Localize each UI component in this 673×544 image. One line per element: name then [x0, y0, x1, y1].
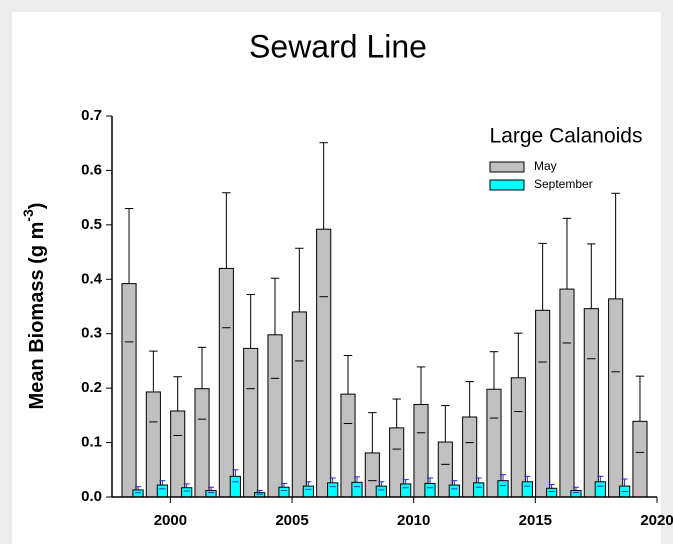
legend-swatch	[489, 161, 525, 173]
bar	[608, 298, 624, 498]
y-tick-label: 0.5	[81, 216, 102, 233]
bar	[535, 309, 551, 498]
bar	[156, 484, 168, 498]
bar	[170, 410, 186, 498]
y-tick-label: 0.6	[81, 161, 102, 178]
bar	[583, 308, 599, 498]
y-tick-label: 0.2	[81, 379, 102, 396]
bar	[267, 334, 283, 498]
bar	[473, 482, 485, 498]
bar	[448, 484, 460, 498]
x-tick-label: 2020	[640, 512, 673, 529]
y-axis-label-superscript: -3	[20, 209, 36, 222]
bar	[510, 377, 526, 498]
bar	[243, 347, 259, 498]
bar	[132, 489, 144, 498]
y-axis-label-text: Mean Biomass (g m	[26, 222, 48, 410]
bar	[559, 288, 575, 498]
bar	[594, 481, 606, 498]
y-tick-label: 0.3	[81, 325, 102, 342]
legend-label: May	[534, 159, 557, 173]
bar	[632, 420, 648, 498]
bar	[194, 388, 210, 498]
bar	[521, 481, 533, 498]
bar	[316, 228, 332, 498]
bar	[302, 485, 314, 498]
bar	[278, 486, 290, 498]
chart-title: Seward Line	[249, 28, 427, 64]
bar	[291, 311, 307, 498]
bar	[570, 489, 582, 498]
bar	[145, 391, 161, 498]
bar	[351, 481, 363, 498]
bar	[497, 480, 509, 498]
y-tick-label: 0.7	[81, 107, 102, 124]
x-tick-label: 2005	[275, 512, 308, 529]
x-tick-label: 2000	[154, 512, 187, 529]
bar	[424, 482, 436, 498]
bar	[400, 483, 412, 498]
y-tick-label: 0.0	[81, 488, 102, 505]
bar	[546, 487, 558, 498]
legend-label: September	[534, 177, 593, 191]
chart-panel	[12, 12, 661, 544]
y-axis-label-end: )	[26, 203, 48, 210]
y-tick-label: 0.4	[81, 270, 103, 287]
bar	[205, 489, 217, 498]
bar	[181, 487, 193, 498]
bar	[229, 475, 241, 498]
x-tick-label: 2015	[519, 512, 552, 529]
bar	[340, 393, 356, 498]
legend-swatch	[489, 179, 525, 191]
legend-title: Large Calanoids	[490, 125, 643, 148]
x-tick-label: 2010	[397, 512, 430, 529]
bar	[375, 485, 387, 498]
y-axis-label: Mean Biomass (g m-3)	[20, 203, 49, 410]
bar	[218, 267, 234, 498]
bar	[327, 482, 339, 498]
bar	[121, 283, 137, 498]
y-tick-label: 0.1	[81, 434, 102, 451]
